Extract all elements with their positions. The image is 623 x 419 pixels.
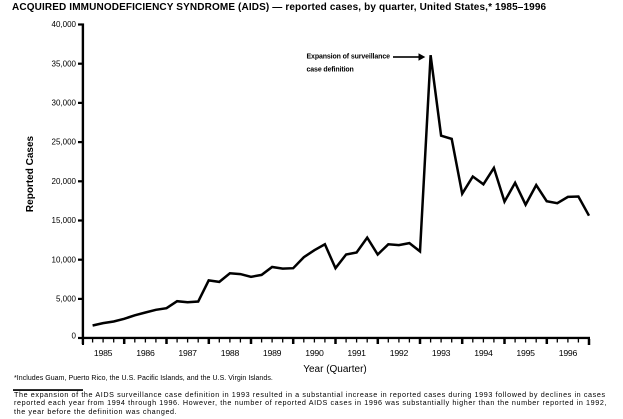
svg-text:35,000: 35,000 (52, 59, 77, 68)
svg-text:Year (Quarter): Year (Quarter) (303, 364, 367, 375)
svg-text:40,000: 40,000 (52, 20, 77, 29)
svg-text:case definition: case definition (307, 67, 354, 74)
svg-text:30,000: 30,000 (52, 99, 77, 108)
svg-text:1992: 1992 (390, 348, 409, 358)
svg-text:1990: 1990 (305, 348, 324, 358)
svg-text:1995: 1995 (516, 348, 535, 358)
svg-text:Reported Cases: Reported Cases (25, 135, 36, 212)
svg-text:10,000: 10,000 (52, 255, 77, 264)
svg-text:Expansion of surveillance: Expansion of surveillance (307, 54, 391, 61)
svg-text:1996: 1996 (559, 348, 578, 358)
svg-text:1988: 1988 (221, 348, 240, 358)
svg-text:0: 0 (72, 331, 77, 340)
svg-text:1985: 1985 (94, 348, 113, 358)
svg-text:5,000: 5,000 (56, 295, 77, 304)
svg-text:1994: 1994 (474, 348, 493, 358)
svg-text:1986: 1986 (136, 348, 155, 358)
svg-text:1993: 1993 (432, 348, 451, 358)
svg-text:1989: 1989 (263, 348, 282, 358)
svg-text:15,000: 15,000 (52, 216, 77, 225)
svg-text:1991: 1991 (347, 348, 366, 358)
svg-text:1987: 1987 (178, 348, 197, 358)
svg-text:20,000: 20,000 (52, 177, 77, 186)
svg-text:25,000: 25,000 (52, 138, 77, 147)
